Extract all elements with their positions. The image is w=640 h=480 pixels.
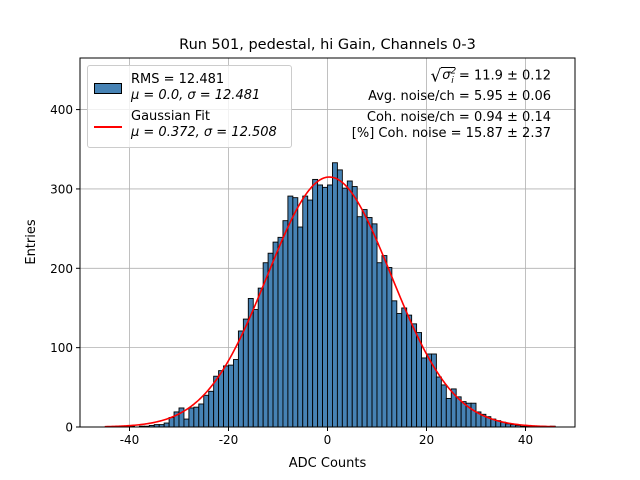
histogram-bar <box>381 255 388 428</box>
histogram-bar <box>168 417 175 428</box>
x-tick-label: 0 <box>324 433 332 447</box>
histogram-bar <box>267 252 274 428</box>
histogram-bar <box>426 353 432 428</box>
histogram-bar <box>361 209 368 428</box>
histogram-bar <box>312 178 319 428</box>
histogram-bar <box>396 313 403 428</box>
y-axis-label: Entries <box>24 219 39 265</box>
histogram-bar <box>351 186 358 428</box>
histogram-bar <box>336 169 343 428</box>
histogram-bar <box>282 220 289 428</box>
histogram-bar <box>163 422 170 428</box>
histogram-bar <box>213 375 220 428</box>
histogram-bar <box>307 199 314 428</box>
annotation-coh-pct: [%] Coh. noise = 15.87 ± 2.37 <box>351 126 551 141</box>
histogram-bar <box>218 370 225 428</box>
histogram-bar <box>406 314 413 428</box>
histogram-bar <box>208 390 215 428</box>
histogram-bar <box>292 197 299 428</box>
histogram-bar <box>237 330 244 428</box>
x-tick-label: -40 <box>120 433 140 447</box>
y-tick-label: 0 <box>65 421 73 435</box>
histogram-bar <box>188 407 195 428</box>
chart-title: Run 501, pedestal, hi Gain, Channels 0-3 <box>179 37 476 53</box>
histogram-bar <box>277 236 284 428</box>
annotation-avg-noise: Avg. noise/ch = 5.95 ± 0.06 <box>368 89 551 104</box>
histogram-bar <box>203 394 210 428</box>
histogram-bar <box>391 300 398 428</box>
histogram-bar <box>341 187 348 428</box>
histogram-bar <box>445 397 452 428</box>
sigma-sub: i <box>451 75 454 86</box>
histogram-bar <box>228 364 234 428</box>
histogram-bar <box>232 359 239 428</box>
histogram-bar <box>401 307 408 428</box>
histogram-bar <box>223 365 229 428</box>
histogram-patch-icon <box>94 83 122 94</box>
histogram-bar <box>317 184 324 428</box>
histogram-bar <box>272 241 279 428</box>
legend-rms: RMS = 12.481 <box>131 72 225 87</box>
histogram-bar <box>257 287 264 428</box>
histogram-bar <box>198 403 205 428</box>
histogram-bar <box>371 223 378 428</box>
y-tick-label: 400 <box>50 103 73 117</box>
sigma-value: = 11.9 ± 0.12 <box>454 68 551 84</box>
histogram-bar <box>435 376 442 428</box>
histogram-bar <box>322 186 328 428</box>
legend-fit-label: Gaussian Fit <box>131 109 211 124</box>
gaussian-fit-curve <box>104 176 556 428</box>
x-tick-label: 40 <box>518 433 533 447</box>
histogram-bar <box>327 184 333 428</box>
sigma-sup: 2 <box>450 67 457 77</box>
histogram-bar <box>297 226 304 428</box>
sigma-symbol: σ <box>442 68 451 84</box>
histogram-bar <box>411 323 418 428</box>
histogram-bars <box>129 162 556 428</box>
histogram-bar <box>376 262 383 428</box>
histogram-bar <box>242 318 249 428</box>
y-tick-label: 300 <box>50 182 73 196</box>
legend-hist-stats: μ = 0.0, σ = 12.481 <box>131 88 261 103</box>
legend-fit-stats: μ = 0.372, σ = 12.508 <box>131 125 277 140</box>
histogram-bar <box>440 384 447 428</box>
y-tick-label: 100 <box>50 341 73 355</box>
histogram-bar <box>416 332 423 428</box>
x-tick-label: -20 <box>219 433 239 447</box>
fit-line-icon <box>94 126 122 128</box>
histogram-bar <box>302 195 309 428</box>
legend: RMS = 12.481 μ = 0.0, σ = 12.481 Gaussia… <box>87 65 292 148</box>
histogram-bar <box>346 180 353 428</box>
histogram-bar <box>193 406 200 428</box>
histogram-bar <box>386 267 393 428</box>
histogram-bar <box>332 162 338 428</box>
histogram-bar <box>366 217 373 428</box>
sqrt-sigma-symbol: √σ2i <box>430 66 457 87</box>
histogram-bar <box>183 418 190 428</box>
x-tick-label: 20 <box>419 433 434 447</box>
histogram-bar <box>252 309 259 428</box>
annotation-coh-noise: Coh. noise/ch = 0.94 ± 0.14 <box>366 110 551 125</box>
y-tick-label: 200 <box>50 262 73 276</box>
histogram-bar <box>470 402 477 428</box>
histogram-bar <box>262 262 269 428</box>
histogram-bar <box>287 195 294 428</box>
annotation-sigma: √σ2i = 11.9 ± 0.12 <box>430 64 551 89</box>
histogram-bar <box>356 216 363 428</box>
x-axis-label: ADC Counts <box>289 456 367 471</box>
histogram-bar <box>421 357 427 428</box>
